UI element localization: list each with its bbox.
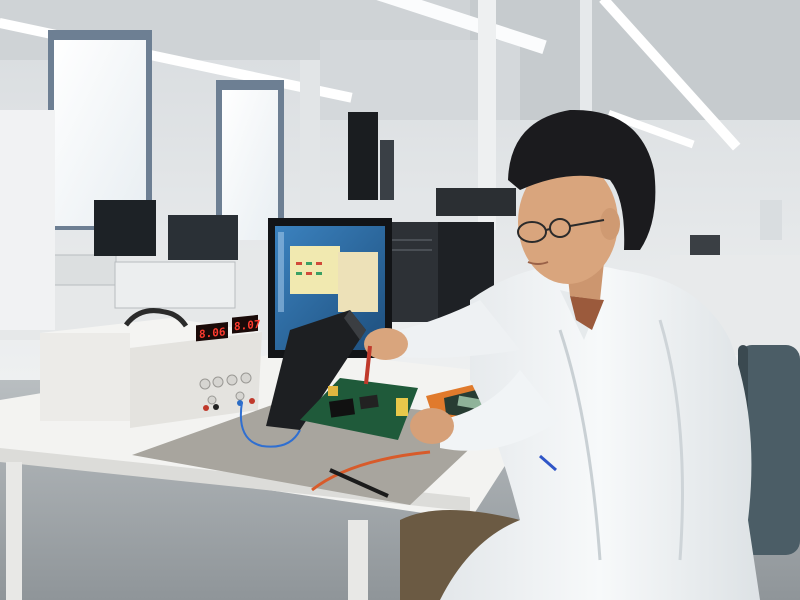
desk-leg bbox=[348, 520, 368, 600]
pcb-connector bbox=[396, 398, 408, 416]
left-display-value: 8.06 bbox=[199, 325, 226, 341]
lab-coat-body bbox=[440, 264, 760, 600]
shirt-collar-plaid bbox=[570, 296, 604, 330]
right-display-value: 8.07 bbox=[234, 318, 260, 334]
background-equipment bbox=[114, 261, 236, 309]
test-probe bbox=[364, 345, 372, 385]
window bbox=[54, 40, 146, 226]
background-equipment bbox=[760, 200, 782, 240]
power-supply-knobs bbox=[199, 372, 252, 405]
pc-tower-front bbox=[386, 222, 438, 322]
ear bbox=[600, 208, 620, 240]
right-hand bbox=[364, 328, 408, 360]
pillar bbox=[300, 60, 320, 270]
lab-coat-fold bbox=[658, 319, 684, 561]
monitor-window bbox=[290, 246, 340, 294]
desktop-icons bbox=[278, 232, 284, 312]
background-monitor bbox=[168, 215, 238, 260]
left-arm bbox=[440, 370, 560, 451]
power-supply-display-right bbox=[232, 314, 258, 334]
ceiling-beam bbox=[470, 0, 800, 120]
hair bbox=[508, 109, 656, 250]
background-equipment bbox=[690, 235, 720, 255]
pen-in-pocket bbox=[539, 454, 557, 472]
pcb-chip bbox=[359, 394, 379, 410]
power-supply-handle bbox=[123, 308, 189, 328]
power-supply-display-left bbox=[196, 322, 228, 342]
right-arm bbox=[392, 300, 520, 358]
antistatic-mat bbox=[132, 395, 500, 505]
power-supply-body bbox=[40, 333, 130, 421]
monitor-window bbox=[338, 252, 378, 312]
lab-coat-fold bbox=[558, 329, 602, 561]
background-monitor bbox=[348, 112, 378, 202]
power-supply-front bbox=[130, 332, 262, 428]
black-probe bbox=[329, 468, 389, 498]
red-cable bbox=[311, 450, 431, 492]
desk-front bbox=[0, 448, 470, 512]
background-cabinet bbox=[0, 110, 55, 330]
blue-cable bbox=[240, 401, 301, 448]
background-monitor bbox=[94, 200, 156, 256]
duct bbox=[320, 40, 520, 120]
mouth bbox=[527, 261, 549, 265]
glasses bbox=[517, 218, 605, 243]
enclosure-cover-edge bbox=[344, 310, 366, 340]
monitor-chart-bars bbox=[296, 262, 322, 275]
pillar bbox=[478, 0, 496, 230]
ceiling-light-4 bbox=[607, 110, 695, 149]
left-hand bbox=[410, 408, 454, 444]
background-equipment bbox=[436, 188, 516, 216]
enclosure-cover bbox=[266, 310, 366, 430]
ceiling-light-3 bbox=[599, 0, 741, 151]
pcb-connector bbox=[328, 386, 338, 396]
chair-back bbox=[738, 345, 800, 555]
pcb-chip bbox=[329, 398, 355, 418]
desk-leg bbox=[6, 462, 22, 600]
